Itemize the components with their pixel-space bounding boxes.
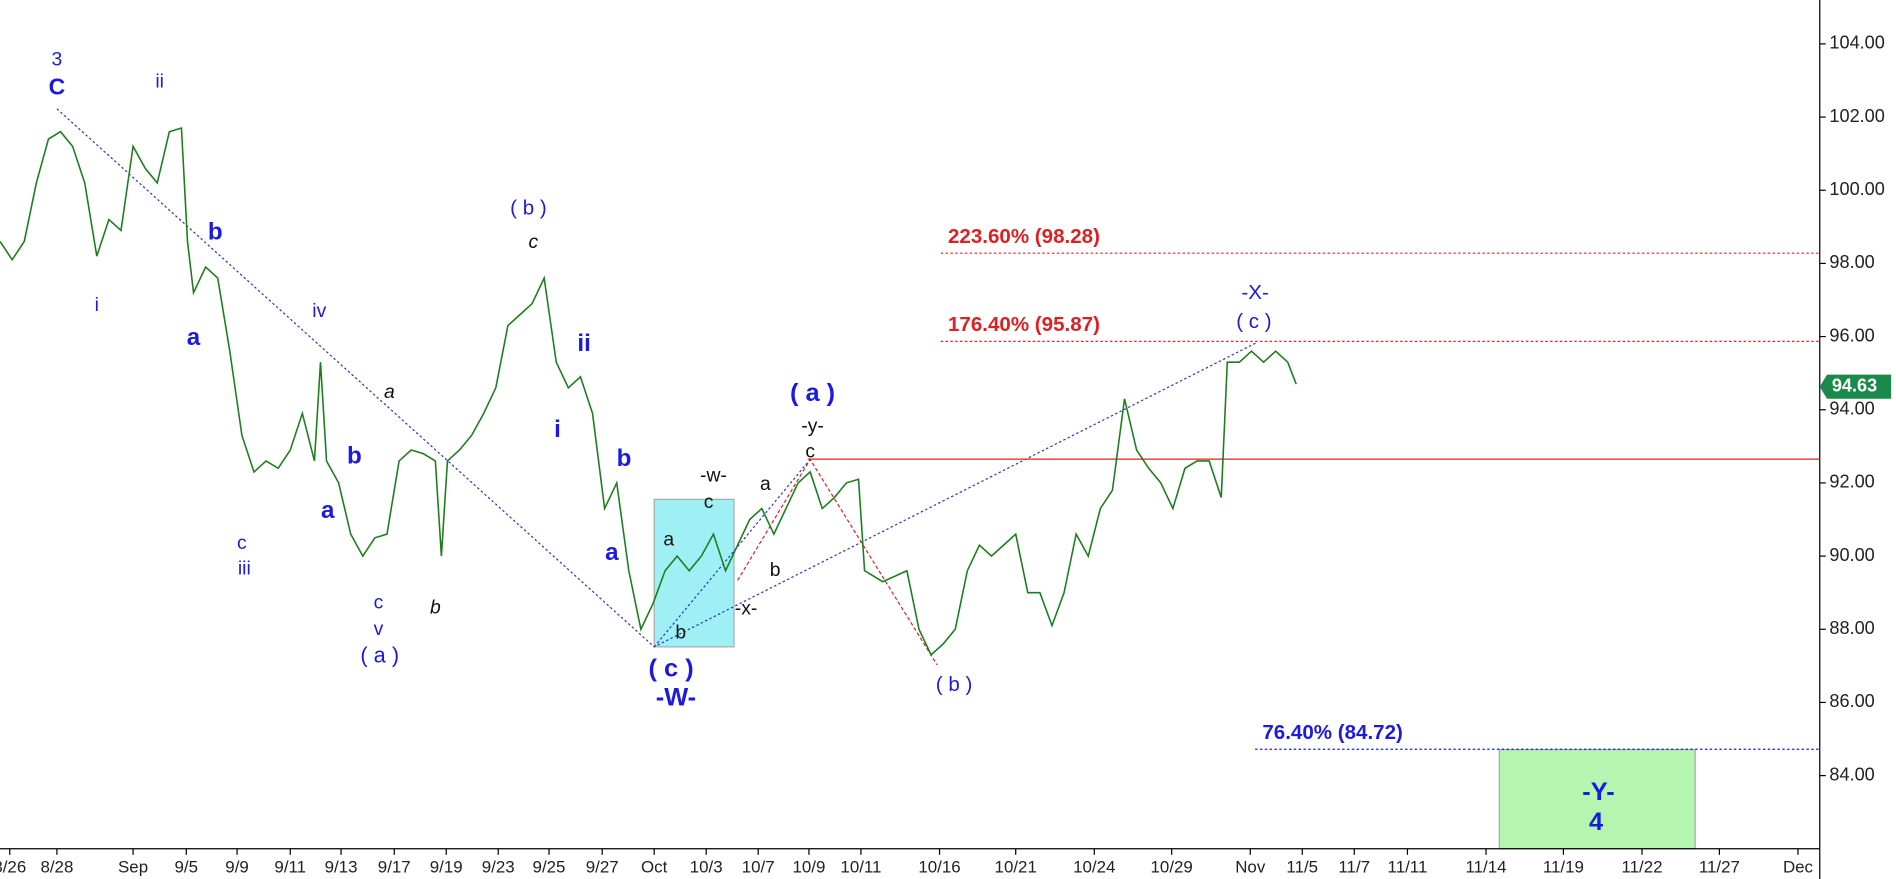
- x-tick-label: 10/29: [1151, 858, 1193, 877]
- wave-label: b: [675, 622, 686, 644]
- x-tick-label: 10/16: [918, 858, 960, 877]
- x-tick-label: 11/5: [1286, 858, 1318, 877]
- x-tick-label: 8/26: [0, 858, 26, 877]
- x-tick-label: 10/11: [840, 858, 881, 877]
- price-line: [0, 127, 1297, 657]
- x-tick-label: 10/7: [742, 858, 775, 877]
- wave-label: -x-: [735, 597, 758, 619]
- wave-label: a: [760, 473, 771, 495]
- fib-label: 76.40% (84.72): [1262, 721, 1403, 744]
- y-tick-label: 90.00: [1829, 545, 1874, 565]
- y-tick-label: 98.00: [1829, 252, 1874, 272]
- y-tick-label: 100.00: [1829, 179, 1884, 199]
- wave-label: c: [805, 440, 815, 462]
- wave-label: a: [187, 324, 201, 351]
- x-tick-label: Oct: [641, 858, 668, 877]
- highlight-box: [653, 498, 735, 648]
- wave-label: ii: [577, 330, 590, 357]
- wave-label: C: [49, 73, 66, 99]
- wave-label: -X-: [1241, 281, 1268, 304]
- x-tick-label: 11/7: [1338, 858, 1370, 877]
- wave-label: ( b ): [510, 197, 547, 220]
- wave-label: a: [605, 539, 619, 566]
- y-tick-label: 84.00: [1829, 764, 1874, 784]
- wave-label: -Y-: [1582, 778, 1614, 806]
- wave-label: b: [430, 596, 441, 618]
- wave-label: -y-: [801, 415, 824, 437]
- y-tick-label: 102.00: [1829, 106, 1884, 126]
- wave-label: 3: [52, 49, 63, 71]
- wave-label: a: [321, 497, 335, 524]
- wave-label: i: [554, 416, 561, 443]
- x-tick-label: 9/23: [482, 858, 515, 877]
- y-tick-label: 86.00: [1829, 691, 1874, 711]
- x-tick-label: 8/28: [40, 858, 73, 877]
- wave-label: b: [617, 445, 632, 472]
- x-tick-label: 11/22: [1621, 858, 1662, 877]
- trend-line: [653, 459, 811, 648]
- y-tick-label: 88.00: [1829, 618, 1874, 638]
- wave-label: ( a ): [360, 642, 399, 667]
- y-tick-label: 94.00: [1829, 399, 1874, 419]
- fib-label: 176.40% (95.87): [948, 313, 1100, 336]
- x-tick-label: 10/21: [995, 858, 1037, 877]
- wave-label: c: [374, 591, 384, 613]
- wave-label: a: [663, 529, 674, 551]
- x-tick-label: 10/3: [690, 858, 723, 877]
- price-tag-label: 94.63: [1832, 376, 1877, 396]
- x-tick-label: 9/5: [175, 858, 199, 877]
- wave-label: ( c ): [1236, 310, 1271, 333]
- x-tick-label: 9/19: [430, 858, 463, 877]
- wave-label: i: [95, 294, 99, 316]
- wave-label: b: [347, 442, 362, 469]
- x-tick-label: Dec: [1783, 858, 1813, 877]
- wave-label: a: [384, 381, 395, 403]
- x-tick-label: 11/14: [1466, 858, 1507, 877]
- wave-label: -W-: [656, 684, 696, 712]
- x-tick-label: 11/27: [1699, 858, 1740, 877]
- x-tick-label: 9/11: [274, 858, 306, 877]
- wave-label: c: [237, 532, 247, 554]
- x-tick-label: 9/27: [586, 858, 619, 877]
- wave-label: c: [528, 231, 538, 253]
- wave-label: b: [208, 219, 223, 246]
- x-tick-label: Sep: [118, 858, 148, 877]
- wave-label: c: [704, 491, 714, 513]
- wave-label: iv: [312, 300, 326, 322]
- x-tick-label: 9/17: [378, 858, 411, 877]
- x-tick-label: 11/19: [1543, 858, 1584, 877]
- wave-label: ii: [155, 70, 164, 92]
- x-tick-label: 9/13: [325, 858, 358, 877]
- y-tick-label: 92.00: [1829, 472, 1874, 492]
- wave-label: ( b ): [936, 673, 973, 696]
- wave-label: 4: [1589, 808, 1603, 836]
- wave-label: v: [374, 618, 384, 640]
- price-tag: [1819, 374, 1892, 399]
- x-tick-label: Nov: [1235, 858, 1266, 877]
- fib-label: 223.60% (98.28): [948, 225, 1100, 248]
- wave-label: -w-: [700, 464, 727, 486]
- target-box: [1498, 749, 1696, 850]
- wave-label: iii: [238, 558, 251, 580]
- x-tick-label: 9/9: [225, 858, 249, 877]
- wave-label: ( a ): [790, 379, 835, 407]
- wave-label: ( c ): [649, 655, 694, 683]
- x-tick-label: 11/11: [1388, 858, 1428, 877]
- y-tick-label: 104.00: [1829, 33, 1884, 53]
- x-tick-label: 10/24: [1073, 858, 1115, 877]
- x-tick-label: 10/9: [793, 858, 826, 877]
- wave-label: b: [770, 559, 781, 581]
- y-tick-label: 96.00: [1829, 325, 1874, 345]
- x-tick-label: 9/25: [533, 858, 566, 877]
